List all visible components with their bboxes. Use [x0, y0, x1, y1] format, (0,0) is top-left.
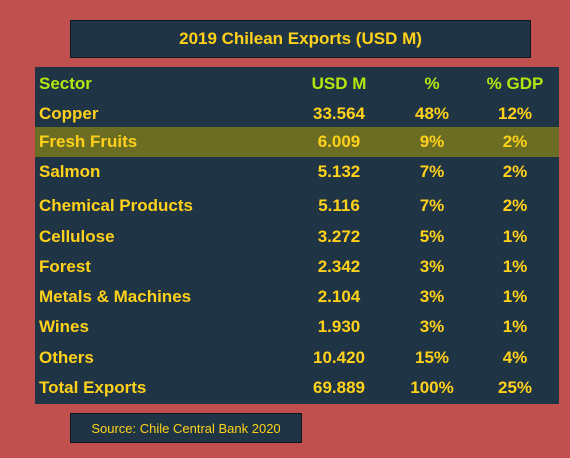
usd-cell: 33.564: [313, 104, 365, 123]
gdp-cell: 1%: [502, 317, 528, 336]
usd-cell: 6.009: [317, 132, 361, 151]
table-row: Copper 33.564 48% 12%: [35, 99, 559, 129]
table-row: Forest 2.342 3% 1%: [35, 252, 559, 282]
header-gdp: % GDP: [486, 74, 544, 93]
percent-cell: 5%: [419, 227, 445, 246]
sector-cell: Fresh Fruits: [39, 132, 138, 151]
gdp-cell: 1%: [502, 227, 528, 246]
percent-cell: 3%: [419, 317, 445, 336]
percent-cell: 48%: [414, 104, 450, 123]
usd-cell: 2.342: [317, 257, 361, 276]
percent-cell: 3%: [419, 287, 445, 306]
table-title: 2019 Chilean Exports (USD M): [179, 29, 422, 48]
gdp-cell: 12%: [497, 104, 533, 123]
usd-cell: 5.116: [318, 196, 360, 215]
percent-cell: 7%: [419, 196, 445, 215]
usd-cell: 5.132: [317, 162, 361, 181]
table-row-highlighted: Fresh Fruits 6.009 9% 2%: [35, 127, 559, 157]
table-row: Wines 1.930 3% 1%: [35, 312, 559, 342]
sector-cell: Cellulose: [39, 227, 115, 246]
sector-cell: Copper: [39, 104, 99, 123]
usd-cell: 1.930: [317, 317, 361, 336]
gdp-cell: 2%: [502, 132, 528, 151]
gdp-cell: 25%: [497, 378, 533, 397]
sector-cell: Wines: [39, 317, 89, 336]
gdp-cell: 1%: [502, 257, 528, 276]
table-row: Metals & Machines 2.104 3% 1%: [35, 282, 559, 312]
gdp-cell: 2%: [502, 196, 528, 215]
title-banner: 2019 Chilean Exports (USD M): [70, 20, 531, 58]
percent-cell: 7%: [419, 162, 445, 181]
table-header-row: Sector USD M % % GDP: [35, 69, 559, 99]
usd-cell: 10.420: [313, 348, 365, 367]
header-percent: %: [424, 74, 440, 93]
percent-cell: 100%: [410, 378, 454, 397]
header-sector: Sector: [39, 74, 92, 93]
usd-cell: 2.104: [317, 287, 361, 306]
table-row: Salmon 5.132 7% 2%: [35, 157, 559, 187]
sector-cell: Total Exports: [39, 378, 147, 397]
table-row: Cellulose 3.272 5% 1%: [35, 222, 559, 252]
table-row: Others 10.420 15% 4%: [35, 343, 559, 373]
percent-cell: 15%: [414, 348, 450, 367]
sector-cell: Salmon: [39, 162, 101, 181]
gdp-cell: 1%: [502, 287, 528, 306]
table-row-total: Total Exports 69.889 100% 25%: [35, 373, 559, 403]
source-note: Source: Chile Central Bank 2020: [91, 420, 281, 436]
sector-cell: Forest: [39, 257, 91, 276]
usd-cell: 3.272: [317, 227, 361, 246]
gdp-cell: 4%: [502, 348, 528, 367]
gdp-cell: 2%: [502, 162, 528, 181]
source-banner: Source: Chile Central Bank 2020: [70, 413, 302, 443]
sector-cell: Others: [39, 348, 94, 367]
sector-cell: Metals & Machines: [39, 287, 192, 306]
table-row: Chemical Products 5.116 7% 2%: [35, 191, 559, 221]
usd-cell: 69.889: [313, 378, 365, 397]
sector-cell: Chemical Products: [39, 196, 193, 215]
percent-cell: 9%: [419, 132, 445, 151]
header-usd: USD M: [311, 74, 367, 93]
exports-table: Sector USD M % % GDP Copper 33.564 48% 1…: [35, 67, 559, 404]
percent-cell: 3%: [419, 257, 445, 276]
